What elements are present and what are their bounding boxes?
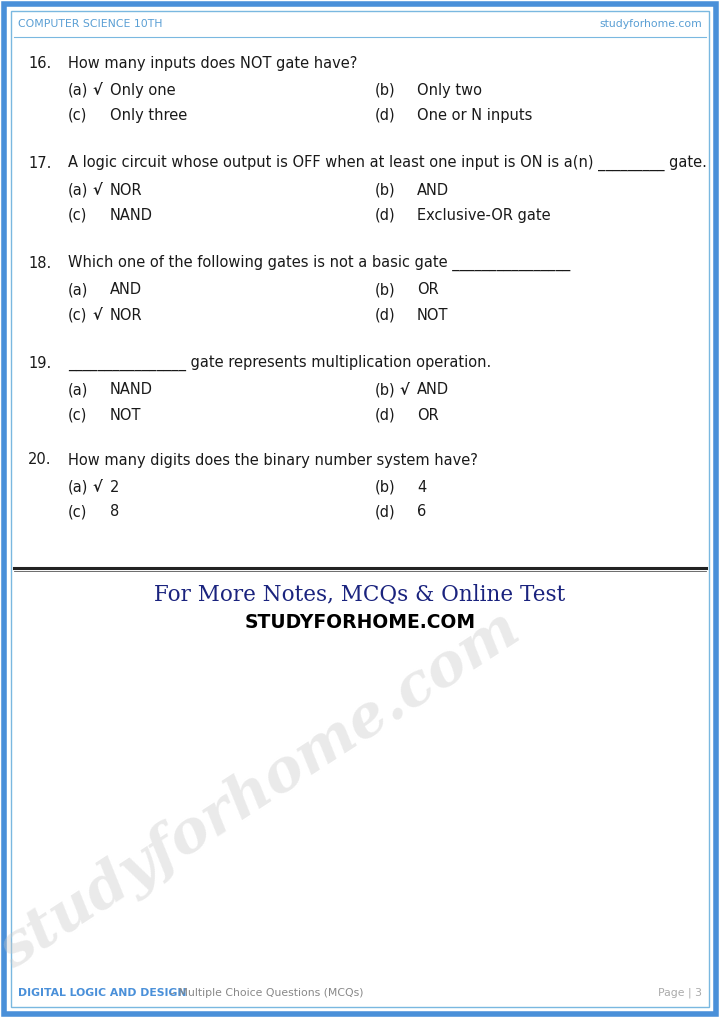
Text: studyforhome.com: studyforhome.com xyxy=(0,601,531,979)
Text: (a): (a) xyxy=(68,182,89,197)
Text: DIGITAL LOGIC AND DESIGN: DIGITAL LOGIC AND DESIGN xyxy=(18,988,186,998)
Text: How many digits does the binary number system have?: How many digits does the binary number s… xyxy=(68,452,478,467)
Text: (c): (c) xyxy=(68,307,87,323)
Text: (b): (b) xyxy=(375,182,395,197)
Text: NOT: NOT xyxy=(110,407,142,422)
Text: One or N inputs: One or N inputs xyxy=(417,108,532,122)
Text: Only three: Only three xyxy=(110,108,187,122)
Text: 19.: 19. xyxy=(28,355,51,371)
Text: 8: 8 xyxy=(110,505,120,519)
Text: For More Notes, MCQs & Online Test: For More Notes, MCQs & Online Test xyxy=(154,584,566,606)
Text: 18.: 18. xyxy=(28,256,51,271)
Text: Page | 3: Page | 3 xyxy=(658,987,702,999)
Text: COMPUTER SCIENCE 10TH: COMPUTER SCIENCE 10TH xyxy=(18,19,163,29)
Text: NOT: NOT xyxy=(417,307,449,323)
Text: (c): (c) xyxy=(68,208,87,223)
Text: 16.: 16. xyxy=(28,56,51,70)
Text: (a): (a) xyxy=(68,479,89,495)
Text: (d): (d) xyxy=(375,505,395,519)
Text: AND: AND xyxy=(417,182,449,197)
Text: (d): (d) xyxy=(375,208,395,223)
Text: (d): (d) xyxy=(375,407,395,422)
Text: √: √ xyxy=(92,82,102,98)
Text: √: √ xyxy=(92,307,102,323)
Text: (a): (a) xyxy=(68,383,89,397)
Text: Which one of the following gates is not a basic gate ________________: Which one of the following gates is not … xyxy=(68,254,570,271)
Text: NAND: NAND xyxy=(110,208,153,223)
Text: Only one: Only one xyxy=(110,82,176,98)
Text: √: √ xyxy=(92,479,102,495)
Text: (d): (d) xyxy=(375,108,395,122)
Text: A logic circuit whose output is OFF when at least one input is ON is a(n) ______: A logic circuit whose output is OFF when… xyxy=(68,155,707,171)
Text: NOR: NOR xyxy=(110,307,143,323)
Text: OR: OR xyxy=(417,407,438,422)
Text: 2: 2 xyxy=(110,479,120,495)
Text: 4: 4 xyxy=(417,479,426,495)
Text: – Multiple Choice Questions (MCQs): – Multiple Choice Questions (MCQs) xyxy=(166,988,364,998)
Text: 20.: 20. xyxy=(28,452,52,467)
Text: (a): (a) xyxy=(68,283,89,297)
Text: Only two: Only two xyxy=(417,82,482,98)
Text: (d): (d) xyxy=(375,307,395,323)
Text: (c): (c) xyxy=(68,108,87,122)
Text: How many inputs does NOT gate have?: How many inputs does NOT gate have? xyxy=(68,56,357,70)
Text: Exclusive-OR gate: Exclusive-OR gate xyxy=(417,208,551,223)
Text: 17.: 17. xyxy=(28,156,51,170)
Text: studyforhome.com: studyforhome.com xyxy=(599,19,702,29)
Text: NAND: NAND xyxy=(110,383,153,397)
Text: 6: 6 xyxy=(417,505,426,519)
Text: NOR: NOR xyxy=(110,182,143,197)
Text: (c): (c) xyxy=(68,505,87,519)
Text: (c): (c) xyxy=(68,407,87,422)
Text: ________________ gate represents multiplication operation.: ________________ gate represents multipl… xyxy=(68,355,491,372)
Text: STUDYFORHOME.COM: STUDYFORHOME.COM xyxy=(244,613,476,631)
Text: (b): (b) xyxy=(375,283,395,297)
Text: (b): (b) xyxy=(375,82,395,98)
Text: √: √ xyxy=(92,182,102,197)
Text: (a): (a) xyxy=(68,82,89,98)
Text: (b): (b) xyxy=(375,383,395,397)
Text: (b): (b) xyxy=(375,479,395,495)
Text: AND: AND xyxy=(110,283,142,297)
Text: √: √ xyxy=(399,383,409,397)
Text: OR: OR xyxy=(417,283,438,297)
Text: AND: AND xyxy=(417,383,449,397)
